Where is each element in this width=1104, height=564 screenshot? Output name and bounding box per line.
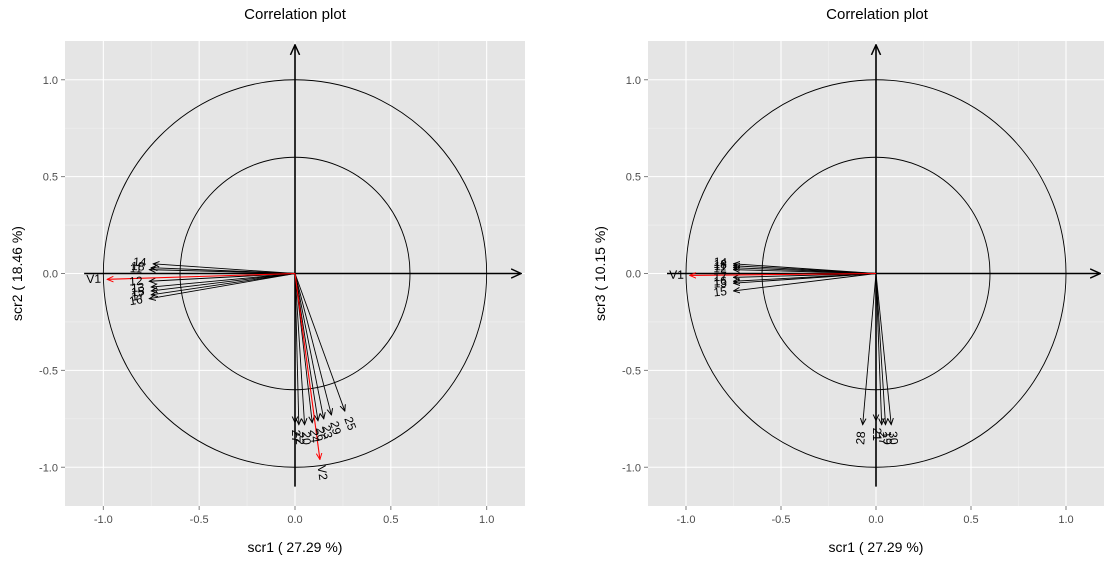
variable-label: 16 [128,292,144,308]
variable-arrow-28 [863,273,877,425]
variable-label: 18 [131,259,145,274]
variable-label: 27 [876,431,891,445]
variable-label: 29 [327,420,344,437]
variable-arrow-25 [294,273,345,412]
variable-label: 12 [129,274,143,289]
chart-title: Correlation plot [826,6,929,23]
variable-label: 23 [319,424,335,440]
y-tick-label: -1.0 [622,462,641,474]
x-tick-label: 0.0 [868,514,883,526]
y-tick-label: 0.0 [626,269,641,281]
y-tick-label: 0.5 [43,172,58,184]
variable-arrow-27 [875,273,882,425]
variable-label: V2 [315,465,331,482]
y-tick-label: 1.0 [626,75,641,87]
variable-label: 30 [886,431,901,446]
variable-arrow-15 [151,273,296,291]
variable-label: 14 [713,255,728,270]
variable-label: 11 [714,259,727,274]
variable-label: V1 [669,268,684,282]
variable-arrow-30 [875,273,891,425]
variable-arrow-15 [734,273,877,291]
variable-label: 13 [131,280,146,295]
variable-arrow-17 [151,273,296,295]
correlation-chart-scr1-scr2: 14 18 11 12 13 15 17 16 25 29 23 26 24 20 22 27 V1 V2 -1.0… [0,0,540,564]
variable-label: 28 [853,430,868,445]
y-tick-label: 0.5 [626,172,641,184]
y-tick-label: -1.0 [39,462,58,474]
chart-title: Correlation plot [244,6,347,23]
variable-arrow-16 [149,273,296,299]
x-axis-title: scr1 ( 27.29 %) [829,539,924,555]
variable-label: V1 [86,272,101,286]
variable-arrow-19 [875,273,886,425]
x-tick-label: -0.5 [190,514,209,526]
variable-arrow-v1 [107,272,296,280]
variable-arrow-29 [294,273,331,415]
x-tick-label: 0.0 [287,514,302,526]
variable-arrow-23 [294,273,324,419]
variable-arrow-11 [149,270,296,274]
x-tick-label: 0.5 [383,514,398,526]
variable-arrow-12 [734,270,877,274]
variable-arrow-13 [151,273,296,288]
x-tick-label: -1.0 [677,514,696,526]
variable-label: 26 [313,426,329,442]
x-tick-label: 0.5 [963,514,978,526]
variable-label: 14 [133,255,148,270]
x-tick-label: -1.0 [94,514,113,526]
y-tick-label: -0.5 [622,365,641,377]
variable-label: 17 [713,270,727,284]
variable-arrow-22 [294,273,299,425]
x-axis-title: scr1 ( 27.29 %) [248,539,343,555]
variable-label: 19 [880,431,895,446]
variable-arrow-v1 [690,274,877,276]
variable-label: 15 [713,284,728,300]
variable-label: 22 [293,431,307,445]
variable-label: 18 [713,257,727,272]
variable-label: 20 [299,431,314,446]
x-tick-label: -0.5 [772,514,791,526]
variable-arrow-20 [294,273,305,425]
variable-label: 11 [130,261,143,275]
variable-label: 12 [713,261,727,275]
variable-label: 13 [713,276,728,291]
variable-label: 25 [341,415,359,433]
variable-label: 16 [713,274,727,289]
y-tick-label: 0.0 [43,269,58,281]
variable-label: 21 [870,428,884,442]
y-tick-label: 1.0 [43,75,58,87]
variable-label: 15 [130,284,145,300]
x-tick-label: 1.0 [479,514,494,526]
variable-arrow-14 [153,264,296,274]
variable-arrow-13 [734,273,877,284]
variable-label: 24 [307,429,322,444]
variable-label: 27 [289,430,303,444]
variable-arrow-v2 [294,273,320,460]
y-axis-title: scr2 ( 18.46 %) [9,226,25,321]
y-tick-label: -0.5 [39,365,58,377]
variable-label: 17 [130,288,146,304]
x-tick-label: 1.0 [1058,514,1073,526]
y-axis-title: scr3 ( 10.15 %) [592,226,608,321]
correlation-chart-scr1-scr3: 14 18 11 12 17 16 13 15 28 21 27 19 30 V1 -1.0 -0.5 0.0 0… [583,0,1104,564]
